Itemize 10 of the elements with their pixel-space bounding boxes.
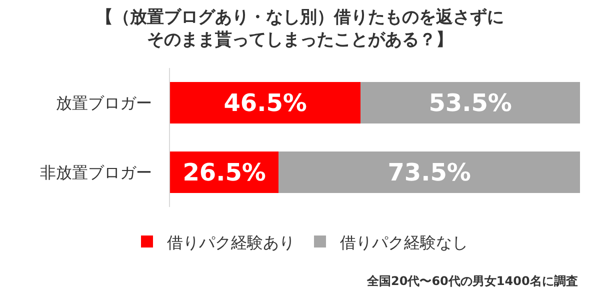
data-label: 73.5% <box>388 158 471 186</box>
chart-title: 【（放置ブログあり・なし別）借りたものを返さずにそのまま貰ってしまったことがある？】 <box>96 8 504 50</box>
y-tick-label: 非放置ブロガー <box>40 162 152 182</box>
data-label: 53.5% <box>428 88 512 117</box>
data-label: 46.5% <box>224 88 307 117</box>
data-label: 26.5% <box>182 158 266 186</box>
legend-label: 借りパク経験あり <box>167 232 295 252</box>
y-tick-label: 放置ブロガー <box>56 93 152 112</box>
legend-label: 借りパク経験なし <box>340 232 468 252</box>
text: 全国20代〜60代の男女1400名に調査 <box>366 274 578 288</box>
